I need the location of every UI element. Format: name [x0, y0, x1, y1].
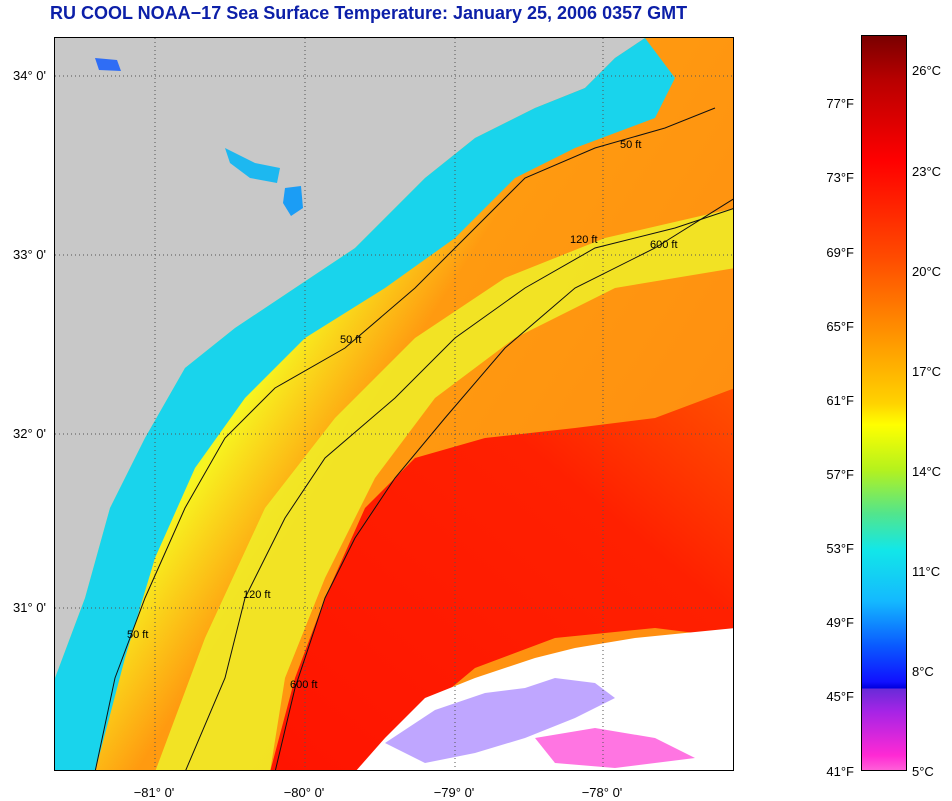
colorbar-f-label: 53°F — [826, 541, 854, 556]
colorbar-f-label: 45°F — [826, 689, 854, 704]
shelf-water — [55, 38, 675, 770]
contour-600ft — [274, 198, 733, 770]
colorbar-f-label: 73°F — [826, 170, 854, 185]
sst-map[interactable]: 50 ft 50 ft 50 ft 120 ft 120 ft 600 ft 6… — [54, 37, 734, 771]
lat-label: 32° 0' — [13, 426, 46, 441]
colorbar-c-label: 17°C — [912, 364, 942, 379]
contour-label: 50 ft — [340, 334, 361, 346]
lat-label: 31° 0' — [13, 600, 46, 615]
contour-50ft — [94, 107, 716, 770]
colorbar-f-label: 57°F — [826, 467, 854, 482]
lon-label: −79° 0' — [433, 785, 475, 800]
colorbar-f-label: 69°F — [826, 245, 854, 260]
colorbar-f-label: 65°F — [826, 319, 854, 334]
contour-label: 120 ft — [243, 589, 271, 601]
colorbar-f-label: 49°F — [826, 615, 854, 630]
lake — [95, 58, 121, 71]
contour-label: 50 ft — [620, 139, 641, 151]
lat-label: 33° 0' — [13, 247, 46, 262]
colorbar-c-label: 11°C — [912, 564, 941, 579]
colorbar-f-label: 41°F — [826, 764, 854, 779]
depth-contours — [94, 107, 733, 770]
lon-label: −81° 0' — [133, 785, 175, 800]
map-title: RU COOL NOAA−17 Sea Surface Temperature:… — [50, 3, 688, 23]
gulf-stream — [270, 388, 733, 770]
colorbar-f-label: 77°F — [826, 96, 854, 111]
contour-label: 600 ft — [650, 239, 678, 251]
colorbar-c-label: 5°C — [912, 764, 934, 779]
cloud-edge-pink — [535, 728, 695, 768]
mid-shelf-water — [155, 208, 733, 770]
lon-label: −80° 0' — [283, 785, 325, 800]
graticule — [55, 38, 733, 770]
lat-label: 34° 0' — [13, 68, 46, 83]
cloud-edge — [385, 678, 615, 763]
colorbar-c-label: 14°C — [912, 464, 942, 479]
sst-map-canvas: 50 ft 50 ft 50 ft 120 ft 120 ft 600 ft 6… — [55, 38, 733, 770]
temperature-colorbar — [861, 35, 907, 771]
contour-120ft — [185, 208, 733, 770]
contour-label: 600 ft — [290, 679, 318, 691]
colorbar-c-label: 23°C — [912, 164, 942, 179]
contour-label: 50 ft — [127, 629, 148, 641]
colorbar-c-label: 20°C — [912, 264, 942, 279]
colorbar-f-label: 61°F — [826, 393, 854, 408]
colorbar-c-label: 26°C — [912, 63, 942, 78]
lake — [225, 148, 280, 183]
colorbar-c-label: 8°C — [912, 664, 934, 679]
lake — [283, 186, 303, 216]
lon-label: −78° 0' — [581, 785, 623, 800]
contour-label: 120 ft — [570, 234, 598, 246]
